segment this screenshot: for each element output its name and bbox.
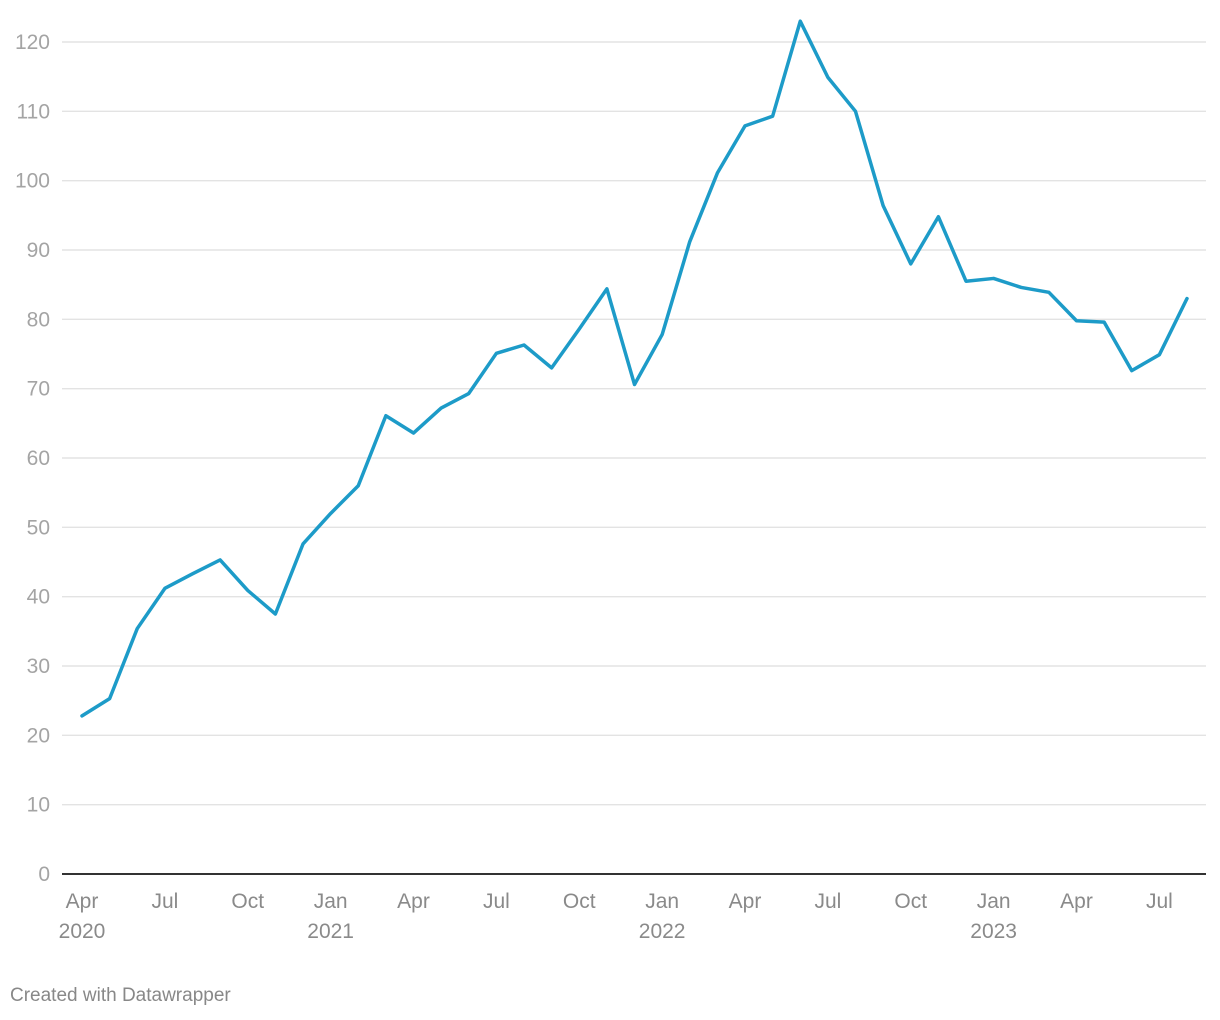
x-tick-label: Oct bbox=[563, 890, 596, 913]
y-tick-label: 90 bbox=[27, 239, 50, 262]
y-tick-label: 20 bbox=[27, 724, 50, 747]
series-layer bbox=[80, 19, 1189, 718]
datawrapper-credit: Created with Datawrapper bbox=[10, 985, 231, 1006]
y-tick-label: 60 bbox=[27, 447, 50, 470]
x-tick-label: Apr bbox=[729, 890, 762, 913]
y-tick-label: 10 bbox=[27, 794, 50, 817]
x-tick-year-label: 2020 bbox=[59, 920, 106, 943]
x-tick-label: Apr bbox=[66, 890, 99, 913]
x-tick-label: Jul bbox=[483, 890, 510, 913]
y-tick-label: 110 bbox=[17, 100, 50, 123]
x-tick-label: Jul bbox=[814, 890, 841, 913]
x-tick-label: Jan bbox=[977, 890, 1011, 913]
x-tick-label: Apr bbox=[397, 890, 430, 913]
x-tick-label: Jul bbox=[1146, 890, 1173, 913]
y-tick-label: 30 bbox=[27, 655, 50, 678]
x-tick-year-label: 2021 bbox=[307, 920, 354, 943]
x-axis-ticks: Apr 2020 Jul Oct Jan 2021 Apr Jul Oct Jan 2022 Apr J… bbox=[59, 890, 1173, 943]
y-tick-label: 70 bbox=[27, 378, 50, 401]
series-line-0 bbox=[80, 19, 1189, 718]
x-tick-year-label: 2023 bbox=[970, 920, 1017, 943]
y-axis-ticks: 0 10 20 30 40 50 60 70 80 90 100 110 120 bbox=[15, 31, 50, 886]
y-tick-label: 80 bbox=[27, 308, 50, 331]
y-tick-label: 100 bbox=[15, 170, 50, 193]
x-tick-label: Oct bbox=[894, 890, 927, 913]
y-tick-label: 50 bbox=[27, 516, 50, 539]
x-tick-year-label: 2022 bbox=[639, 920, 686, 943]
x-tick-label: Apr bbox=[1060, 890, 1093, 913]
y-tick-label: 40 bbox=[27, 586, 50, 609]
y-tick-label: 0 bbox=[38, 863, 50, 886]
y-tick-label: 120 bbox=[15, 31, 50, 54]
x-tick-label: Oct bbox=[231, 890, 264, 913]
gridlines bbox=[62, 41, 1206, 806]
x-tick-label: Jan bbox=[314, 890, 348, 913]
x-tick-label: Jul bbox=[151, 890, 178, 913]
x-tick-label: Jan bbox=[645, 890, 679, 913]
line-chart: 0 10 20 30 40 50 60 70 80 90 100 110 120 Apr 2020 Jul O… bbox=[15, 19, 1206, 943]
